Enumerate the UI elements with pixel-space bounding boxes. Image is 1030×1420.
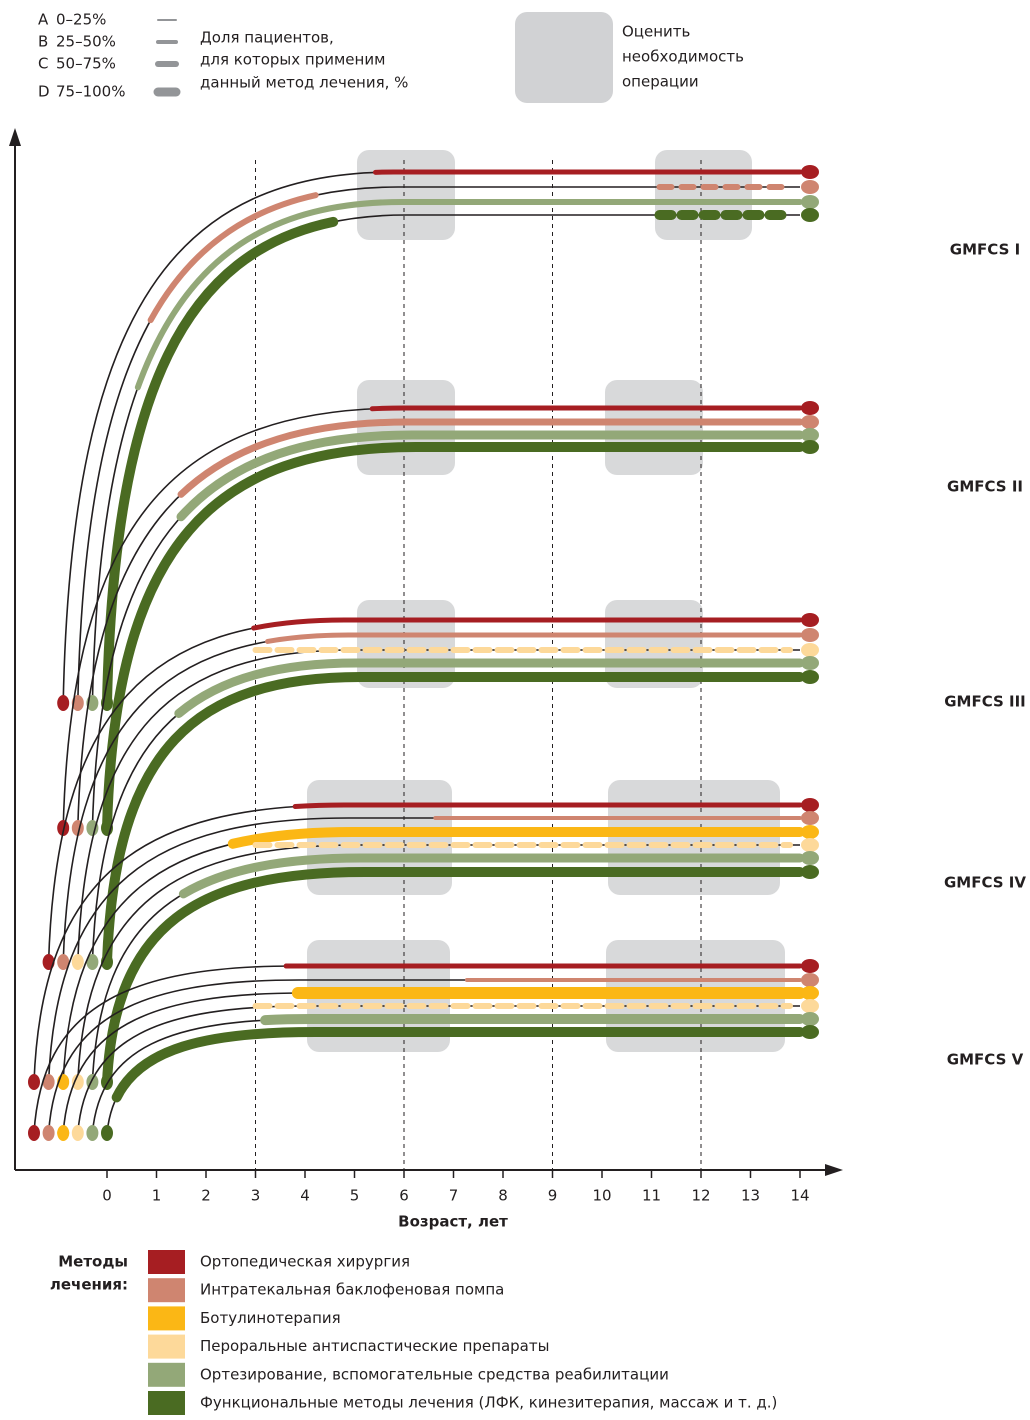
method-name: Ботулинотерапия <box>200 1309 341 1327</box>
x-tick-label: 1 <box>152 1187 162 1205</box>
x-tick-label: 5 <box>350 1187 360 1205</box>
start-dot <box>28 1074 40 1090</box>
method-name: Пероральные антиспастические препараты <box>200 1337 549 1355</box>
surgery-legend-text: Оценить <box>622 23 690 41</box>
end-dot <box>801 165 819 179</box>
level-label: GMFCS I <box>950 241 1020 259</box>
method-swatch <box>148 1278 185 1302</box>
method-swatch <box>148 1363 185 1387</box>
intensity-code: D <box>38 83 50 101</box>
x-tick-label: 3 <box>251 1187 261 1205</box>
surgery-legend-text: необходимость <box>622 48 744 66</box>
start-dot <box>43 1125 55 1141</box>
x-axis-label: Возраст, лет <box>398 1213 508 1231</box>
end-dot <box>801 973 819 987</box>
end-dot <box>801 628 819 642</box>
intensity-range: 75–100% <box>56 83 125 101</box>
end-dot <box>801 865 819 879</box>
x-tick-label: 8 <box>498 1187 508 1205</box>
method-name: Функциональные методы лечения (ЛФК, кине… <box>200 1394 777 1412</box>
method-swatch <box>148 1391 185 1415</box>
start-dot <box>28 1125 40 1141</box>
intensity-caption: данный метод лечения, % <box>200 74 408 92</box>
end-dot <box>801 851 819 865</box>
start-dot <box>72 954 84 970</box>
end-dot <box>801 613 819 627</box>
method-name: Ортезирование, вспомогательные средства … <box>200 1365 669 1383</box>
x-tick-label: 13 <box>741 1187 760 1205</box>
x-tick-label: 12 <box>691 1187 710 1205</box>
methods-title: лечения: <box>50 1276 128 1294</box>
intensity-caption: Доля пациентов, <box>200 29 334 47</box>
method-name: Интратекальная баклофеновая помпа <box>200 1281 504 1299</box>
level-label: GMFCS V <box>947 1051 1024 1069</box>
surgery-window <box>608 780 780 895</box>
level-label: GMFCS III <box>944 693 1026 711</box>
surgery-window <box>357 150 455 240</box>
end-dot <box>801 670 819 684</box>
end-dot <box>801 1012 819 1026</box>
end-dot <box>801 428 819 442</box>
x-tick-label: 14 <box>790 1187 809 1205</box>
methods-title: Методы <box>58 1253 128 1271</box>
surgery-legend-text: операции <box>622 73 699 91</box>
level-label: GMFCS IV <box>944 874 1026 892</box>
end-dot <box>801 1025 819 1039</box>
surgery-window <box>655 150 752 240</box>
end-dot <box>801 656 819 670</box>
x-tick-label: 4 <box>300 1187 310 1205</box>
x-tick-label: 6 <box>399 1187 409 1205</box>
end-dot <box>801 811 819 825</box>
method-swatch <box>148 1250 185 1274</box>
intensity-range: 0–25% <box>56 11 106 29</box>
end-dot <box>801 208 819 222</box>
method-swatch <box>148 1306 185 1330</box>
surgery-legend-box <box>515 12 613 103</box>
x-tick-label: 9 <box>548 1187 558 1205</box>
end-dot <box>801 798 819 812</box>
intensity-range: 25–50% <box>56 33 116 51</box>
surgery-window <box>605 380 703 475</box>
start-dot <box>101 1125 113 1141</box>
end-dot <box>801 415 819 429</box>
end-dot <box>801 401 819 415</box>
end-dot <box>801 999 819 1013</box>
intensity-code: B <box>38 33 48 51</box>
end-dot <box>801 180 819 194</box>
start-dot <box>72 1125 84 1141</box>
intensity-code: A <box>38 11 49 29</box>
start-dot <box>86 1125 98 1141</box>
end-dot <box>801 986 819 1000</box>
x-tick-label: 11 <box>642 1187 661 1205</box>
start-dot <box>57 1125 69 1141</box>
y-axis-arrow <box>9 128 21 146</box>
intensity-range: 50–75% <box>56 55 116 73</box>
end-dot <box>801 195 819 209</box>
end-dot <box>801 959 819 973</box>
end-dot <box>801 838 819 852</box>
x-tick-label: 10 <box>592 1187 611 1205</box>
diagram: Оценить необходимость операции Доля паци… <box>0 0 1030 1416</box>
x-axis-arrow <box>825 1164 843 1176</box>
intensity-caption: для которых применим <box>200 51 385 69</box>
method-swatch <box>148 1335 185 1359</box>
level-label: GMFCS II <box>947 478 1023 496</box>
x-tick-label: 2 <box>201 1187 211 1205</box>
intensity-code: C <box>38 55 48 73</box>
end-dot <box>801 643 819 657</box>
x-tick-label: 7 <box>449 1187 459 1205</box>
x-tick-label: 0 <box>102 1187 112 1205</box>
method-name: Ортопедическая хирургия <box>200 1253 410 1271</box>
start-dot <box>57 695 69 711</box>
end-dot <box>801 440 819 454</box>
end-dot <box>801 825 819 839</box>
surgery-window <box>357 380 455 475</box>
